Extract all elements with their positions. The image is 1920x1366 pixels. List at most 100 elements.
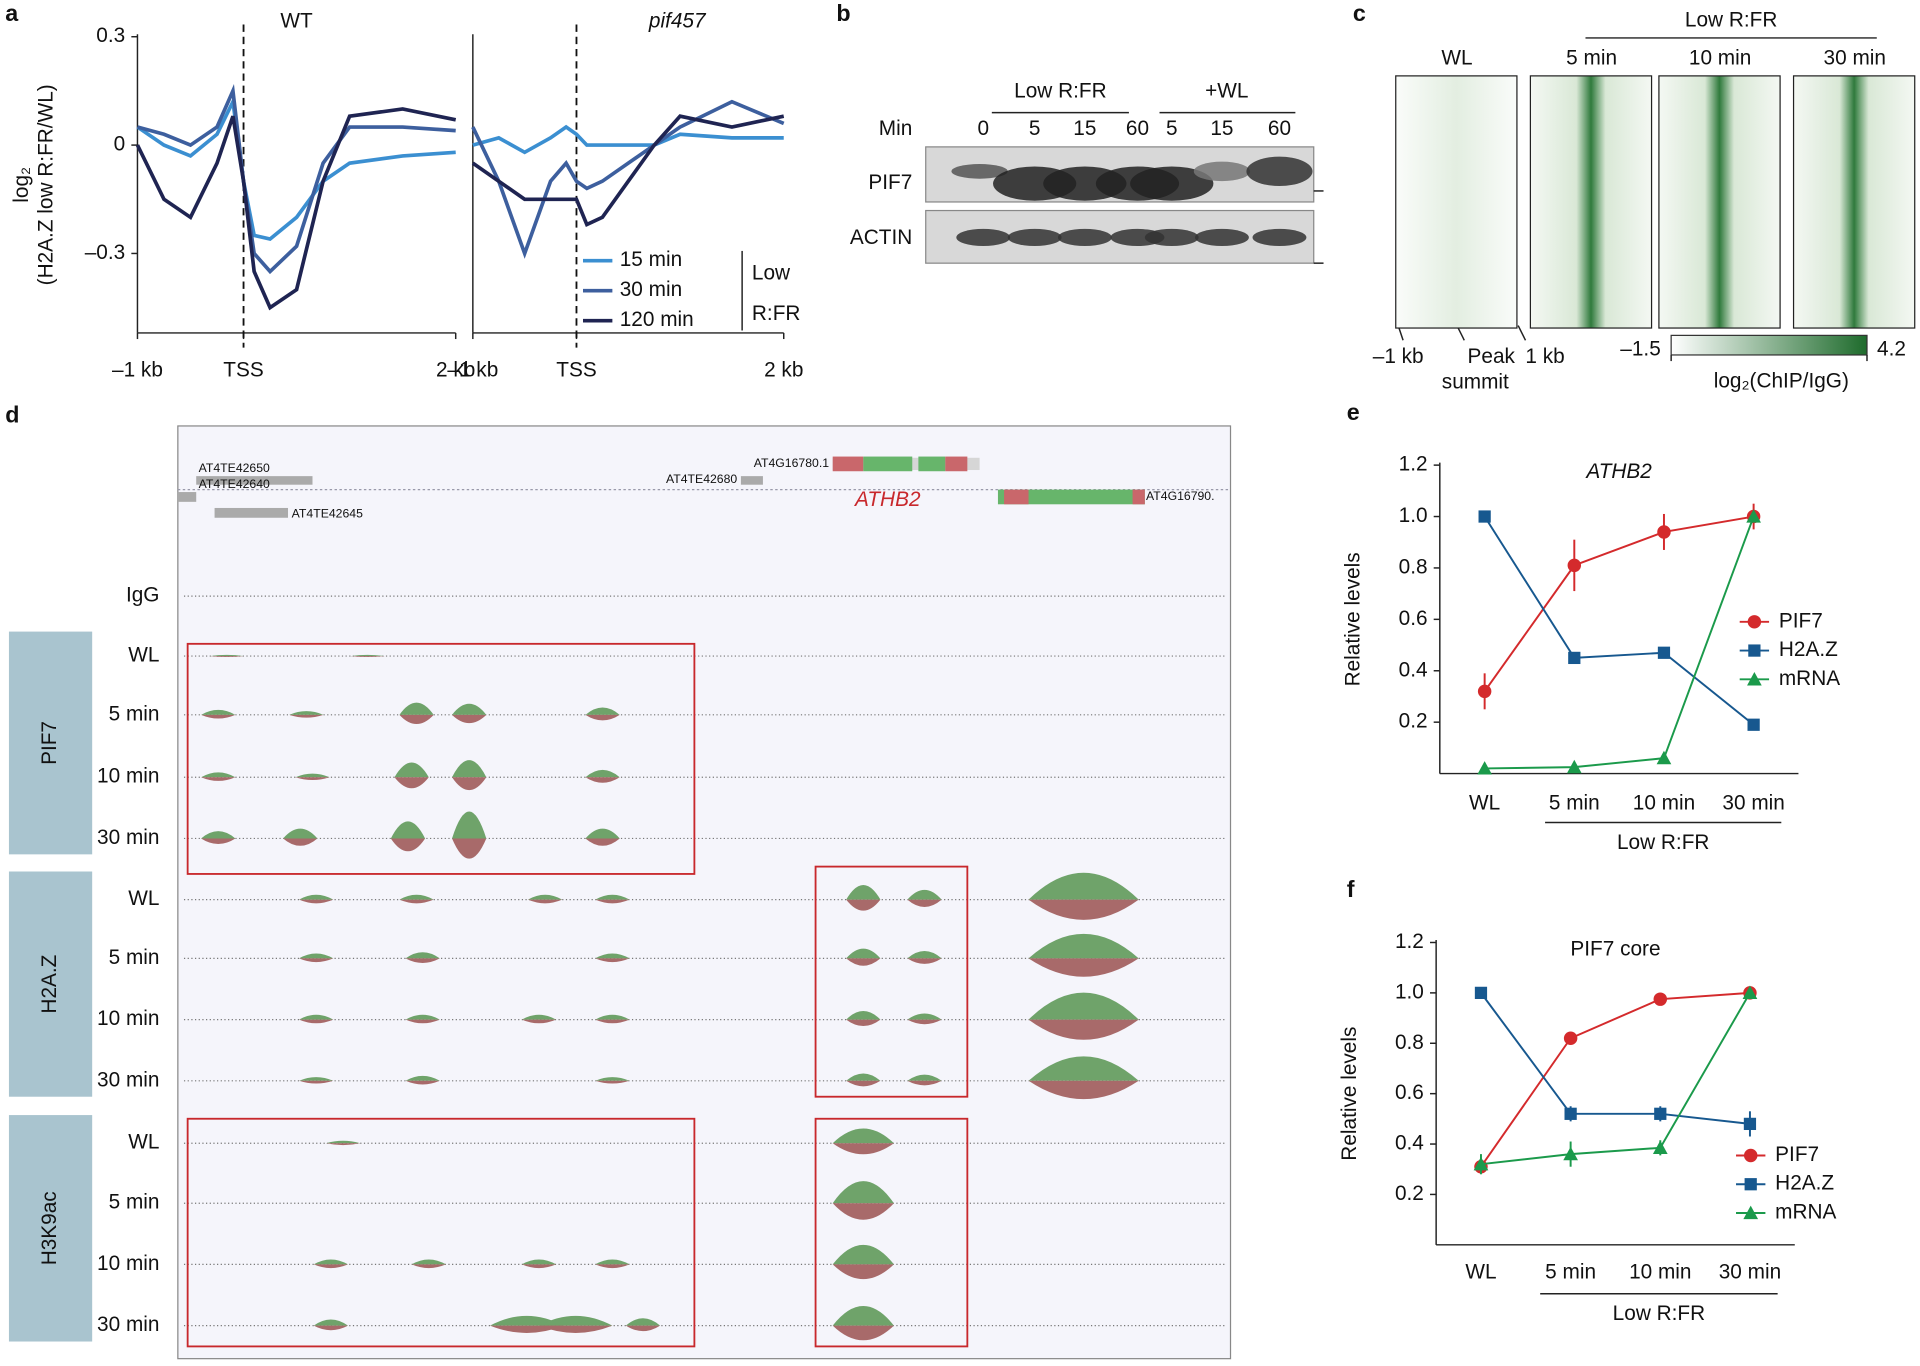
point	[1742, 985, 1758, 999]
peak	[452, 714, 487, 724]
peak	[1028, 899, 1139, 920]
x-tick-label: WL	[1465, 1260, 1496, 1283]
genome-browser: AT4TE42650 AT4TE42640 AT4TE42645 AT4TE42…	[8, 425, 1232, 1360]
peak	[1028, 1056, 1139, 1081]
point	[1477, 684, 1492, 699]
legend-label: mRNA	[1775, 1200, 1836, 1223]
legend-title: Low	[752, 262, 791, 285]
peak	[595, 1019, 630, 1024]
legend-label: 120 min	[620, 308, 694, 331]
legend-marker	[1744, 1178, 1757, 1191]
peak	[907, 1080, 942, 1086]
peak	[832, 1181, 894, 1204]
band	[1130, 166, 1214, 201]
y-tick-label: 0	[114, 133, 126, 156]
lane-label: 5	[1029, 117, 1041, 140]
peak	[832, 1143, 894, 1155]
track-label: 5 min	[109, 946, 160, 969]
peak	[452, 703, 487, 715]
peak	[585, 828, 620, 839]
gene-label: AT4TE42645	[292, 506, 363, 520]
group-box	[8, 631, 93, 855]
panel-label: b	[836, 0, 850, 26]
peak	[527, 894, 563, 900]
y-tick-label: 1.2	[1395, 930, 1424, 953]
y-tick-label: 0.4	[1395, 1132, 1424, 1155]
row-label: PIF7	[868, 171, 912, 194]
x-tick-label: 2 kb	[764, 358, 803, 381]
exon	[863, 456, 913, 472]
y-tick-label: 0.6	[1399, 607, 1428, 630]
legend-label: PIF7	[1779, 609, 1823, 632]
x-label: –1 kb	[1373, 345, 1424, 368]
peak	[295, 773, 330, 778]
peak	[299, 958, 334, 963]
group-label: +WL	[1205, 79, 1248, 102]
lane-label: 15	[1210, 117, 1233, 140]
peak	[585, 838, 620, 846]
peak	[832, 1306, 894, 1326]
point	[1568, 651, 1581, 665]
peak	[289, 711, 324, 715]
tick	[1517, 325, 1527, 341]
x-label: Peak	[1468, 345, 1516, 368]
peak	[299, 953, 334, 959]
peak	[846, 948, 881, 959]
legend-marker	[1743, 1148, 1758, 1163]
point	[1564, 1107, 1577, 1120]
legend-marker	[1747, 615, 1762, 629]
peak	[585, 769, 620, 778]
band	[1195, 228, 1249, 247]
x-tick-label: 10 min	[1629, 1260, 1691, 1283]
x-tick-label: 10 min	[1633, 792, 1695, 815]
x-tick-label: 30 min	[1722, 792, 1784, 815]
y-tick-label: 0.8	[1395, 1031, 1424, 1054]
y-axis-label: Relative levels	[1338, 1027, 1361, 1161]
exon	[1004, 489, 1029, 505]
gene	[177, 492, 197, 502]
peak	[313, 1319, 348, 1326]
x-label: summit	[1442, 371, 1509, 394]
peak	[452, 838, 487, 859]
exon	[997, 489, 1145, 505]
legend-label: H2A.Z	[1775, 1172, 1834, 1195]
colorbar-tick-label: 4.2	[1877, 338, 1906, 361]
point	[1563, 1146, 1578, 1161]
series-line	[1480, 992, 1751, 1125]
peak	[846, 1019, 881, 1027]
track-label: WL	[128, 1131, 159, 1154]
point	[1746, 509, 1761, 523]
track-label: 5 min	[109, 1191, 160, 1214]
band	[1007, 228, 1062, 247]
panel-label: e	[1347, 399, 1360, 425]
peak	[585, 777, 620, 783]
peak	[907, 951, 942, 959]
peak	[299, 1019, 334, 1024]
group-box	[8, 871, 93, 1097]
x-tick-label: WL	[1469, 792, 1500, 815]
peak	[907, 889, 942, 900]
point	[1656, 750, 1672, 765]
peak	[399, 702, 434, 715]
band	[1193, 161, 1251, 182]
peak	[390, 821, 426, 839]
group-box	[8, 1115, 93, 1342]
peak	[846, 1073, 881, 1081]
peak	[394, 777, 429, 789]
peak	[394, 762, 429, 778]
y-axis-label: Relative levels	[1342, 552, 1365, 686]
exon	[832, 456, 864, 472]
highlight-box	[186, 642, 696, 875]
group-label: Low R:FR	[1617, 831, 1709, 854]
legend-title: R:FR	[752, 302, 801, 325]
peak	[1028, 958, 1139, 977]
x-tick-label: –1 kb	[112, 358, 163, 381]
exon	[1132, 489, 1145, 505]
peak	[595, 958, 630, 963]
peak	[907, 1019, 942, 1025]
peak	[405, 1014, 440, 1020]
peak	[521, 1259, 557, 1265]
track-label: 10 min	[97, 1007, 159, 1030]
peak	[1028, 872, 1139, 900]
y-axis-label: log₂	[10, 167, 33, 203]
